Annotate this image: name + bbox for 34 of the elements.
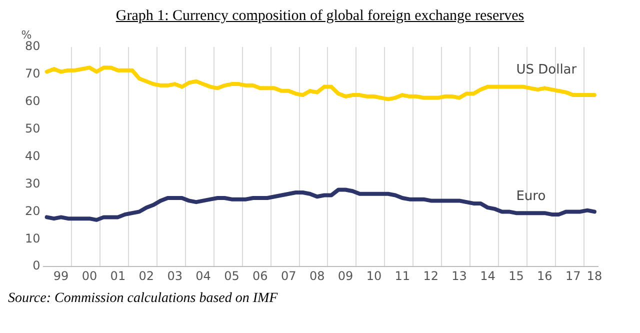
y-tick-label: 70 (24, 66, 40, 81)
x-tick-label: 09 (338, 268, 354, 283)
x-tick-label: 08 (309, 268, 325, 283)
y-tick-label: 80 (24, 39, 40, 54)
series-label: US Dollar (516, 62, 578, 78)
y-tick-label: 50 (24, 121, 40, 136)
x-tick-label: 07 (280, 268, 296, 283)
x-tick-label: 04 (196, 268, 211, 283)
y-tick-label: 20 (24, 204, 40, 218)
x-tick-label: 02 (138, 268, 154, 283)
x-tick-label: 18 (586, 268, 602, 283)
x-tick-label: 13 (452, 268, 467, 283)
x-tick-label: 12 (423, 268, 439, 283)
x-tick-label: 15 (508, 268, 524, 283)
x-tick-label: 99 (53, 268, 69, 283)
x-tick-label: 11 (394, 268, 410, 283)
y-tick-label: 60 (24, 94, 40, 108)
x-tick-label: 05 (224, 268, 240, 283)
x-tick-label: 16 (537, 268, 552, 283)
y-tick-label: 10 (24, 231, 40, 246)
x-tick-label: 03 (167, 268, 182, 283)
x-tick-label: 17 (565, 268, 581, 283)
y-tick-label: 40 (24, 148, 40, 163)
x-tick-label: 00 (82, 268, 98, 283)
x-tick-label: 14 (480, 268, 496, 283)
y-tick-label: 30 (24, 176, 40, 190)
y-tick-label: 0 (32, 258, 40, 273)
chart-title: Graph 1: Currency composition of global foreign exchange reserves (114, 8, 526, 25)
x-tick-label: 06 (252, 268, 268, 283)
series-label: Euro (516, 188, 546, 204)
x-tick-label: 10 (366, 268, 382, 283)
y-axis-title: % (21, 28, 32, 42)
x-tick-label: 01 (110, 268, 126, 283)
source-note: Source: Commission calculations based on IMF (8, 291, 279, 307)
